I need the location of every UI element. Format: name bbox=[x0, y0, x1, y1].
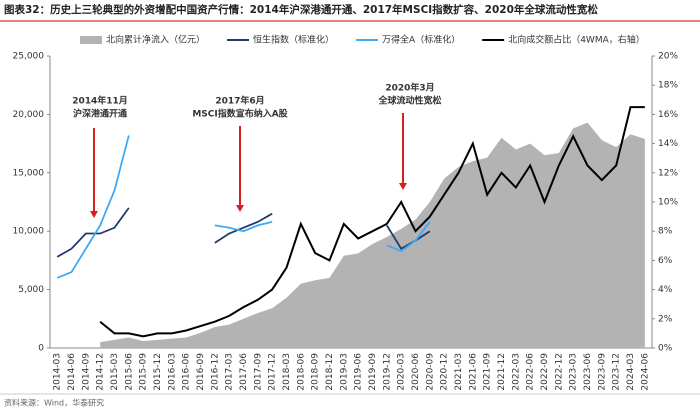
chart-title: 图表32：历史上三轮典型的外资增配中国资产行情：2014年沪深港通开通、2017… bbox=[4, 3, 598, 16]
x-tick-label: 2024-06 bbox=[640, 353, 650, 391]
x-tick-label: 2016-03 bbox=[167, 353, 177, 391]
x-tick-label: 2020-09 bbox=[425, 353, 435, 391]
x-tick-label: 2018-09 bbox=[311, 353, 321, 391]
x-tick-label: 2016-09 bbox=[196, 353, 206, 391]
x-tick-label: 2014-03 bbox=[53, 353, 63, 391]
x-tick-label: 2022-06 bbox=[526, 353, 536, 391]
x-tick-label: 2023-09 bbox=[597, 353, 607, 391]
y2-tick-label: 10% bbox=[658, 198, 678, 208]
annotation: 沪深港通开通 bbox=[73, 108, 127, 120]
x-tick-label: 2015-12 bbox=[153, 353, 163, 391]
legend-label: 恒生指数（标准化） bbox=[253, 34, 334, 46]
legend-label: 北向累计净流入（亿元） bbox=[106, 34, 205, 46]
annotation: MSCI指数宣布纳入A股 bbox=[192, 108, 288, 120]
y-tick-label: 25,000 bbox=[13, 52, 45, 62]
y2-tick-label: 16% bbox=[658, 110, 678, 120]
x-tick-label: 2024-03 bbox=[626, 353, 636, 391]
x-tick-label: 2017-06 bbox=[239, 353, 249, 391]
y-tick-label: 5,000 bbox=[18, 285, 44, 295]
legend-label: 万得全A（标准化） bbox=[382, 34, 460, 46]
x-tick-label: 2021-12 bbox=[497, 353, 507, 391]
line bbox=[99, 106, 645, 338]
y2-tick-label: 2% bbox=[658, 314, 673, 324]
y-tick-label: 15,000 bbox=[13, 168, 45, 178]
x-tick-label: 2022-09 bbox=[540, 353, 550, 391]
x-tick-label: 2023-12 bbox=[612, 353, 622, 391]
x-tick-label: 2017-03 bbox=[225, 353, 235, 391]
x-tick-label: 2015-09 bbox=[139, 353, 149, 391]
y-tick-label: 0 bbox=[38, 344, 44, 354]
y2-tick-label: 18% bbox=[658, 81, 678, 91]
annotation: 2020年3月 bbox=[385, 82, 434, 94]
y2-tick-label: 20% bbox=[658, 52, 678, 62]
annotation: 全球流动性宽松 bbox=[377, 95, 441, 107]
arrow-head bbox=[399, 183, 407, 190]
y2-tick-label: 14% bbox=[658, 139, 678, 149]
x-tick-label: 2020-06 bbox=[411, 353, 421, 391]
x-tick-label: 2022-03 bbox=[511, 353, 521, 391]
x-tick-label: 2017-12 bbox=[268, 353, 278, 391]
y2-tick-label: 8% bbox=[658, 227, 673, 237]
x-tick-label: 2018-06 bbox=[296, 353, 306, 391]
x-tick-label: 2020-12 bbox=[440, 353, 450, 391]
x-tick-label: 2016-12 bbox=[210, 353, 220, 391]
x-tick-label: 2019-12 bbox=[382, 353, 392, 391]
line bbox=[56, 207, 431, 258]
annotation: 2017年6月 bbox=[215, 95, 264, 107]
y2-tick-label: 12% bbox=[658, 168, 678, 178]
arrow-head bbox=[90, 211, 98, 218]
x-tick-label: 2014-09 bbox=[81, 353, 91, 391]
x-tick-label: 2015-06 bbox=[124, 353, 134, 391]
y2-tick-label: 0% bbox=[658, 344, 673, 354]
annotation: 2014年11月 bbox=[72, 95, 128, 107]
y2-tick-label: 4% bbox=[658, 285, 673, 295]
x-tick-label: 2021-03 bbox=[454, 353, 464, 391]
x-tick-label: 2016-06 bbox=[182, 353, 192, 391]
line bbox=[56, 135, 431, 279]
y2-tick-label: 6% bbox=[658, 256, 673, 266]
source: 资料来源：Wind，华泰研究 bbox=[4, 398, 104, 408]
x-tick-label: 2020-03 bbox=[397, 353, 407, 391]
x-tick-label: 2018-03 bbox=[282, 353, 292, 391]
x-tick-label: 2023-03 bbox=[569, 353, 579, 391]
y-tick-label: 20,000 bbox=[13, 110, 45, 120]
x-tick-label: 2021-09 bbox=[483, 353, 493, 391]
x-tick-label: 2019-06 bbox=[354, 353, 364, 391]
x-tick-label: 2014-12 bbox=[96, 353, 106, 391]
x-tick-label: 2019-09 bbox=[368, 353, 378, 391]
x-tick-label: 2021-06 bbox=[468, 353, 478, 391]
legend-swatch bbox=[80, 36, 102, 44]
x-tick-label: 2019-03 bbox=[339, 353, 349, 391]
x-tick-label: 2022-12 bbox=[554, 353, 564, 391]
x-tick-label: 2015-03 bbox=[110, 353, 120, 391]
x-tick-label: 2023-06 bbox=[583, 353, 593, 391]
legend-label: 北向成交额占比（4WMA，右轴） bbox=[508, 34, 645, 46]
x-tick-label: 2014-06 bbox=[67, 353, 77, 391]
x-tick-label: 2018-12 bbox=[325, 353, 335, 391]
x-tick-label: 2017-09 bbox=[253, 353, 263, 391]
arrow-head bbox=[236, 205, 244, 212]
y-tick-label: 10,000 bbox=[13, 227, 45, 237]
